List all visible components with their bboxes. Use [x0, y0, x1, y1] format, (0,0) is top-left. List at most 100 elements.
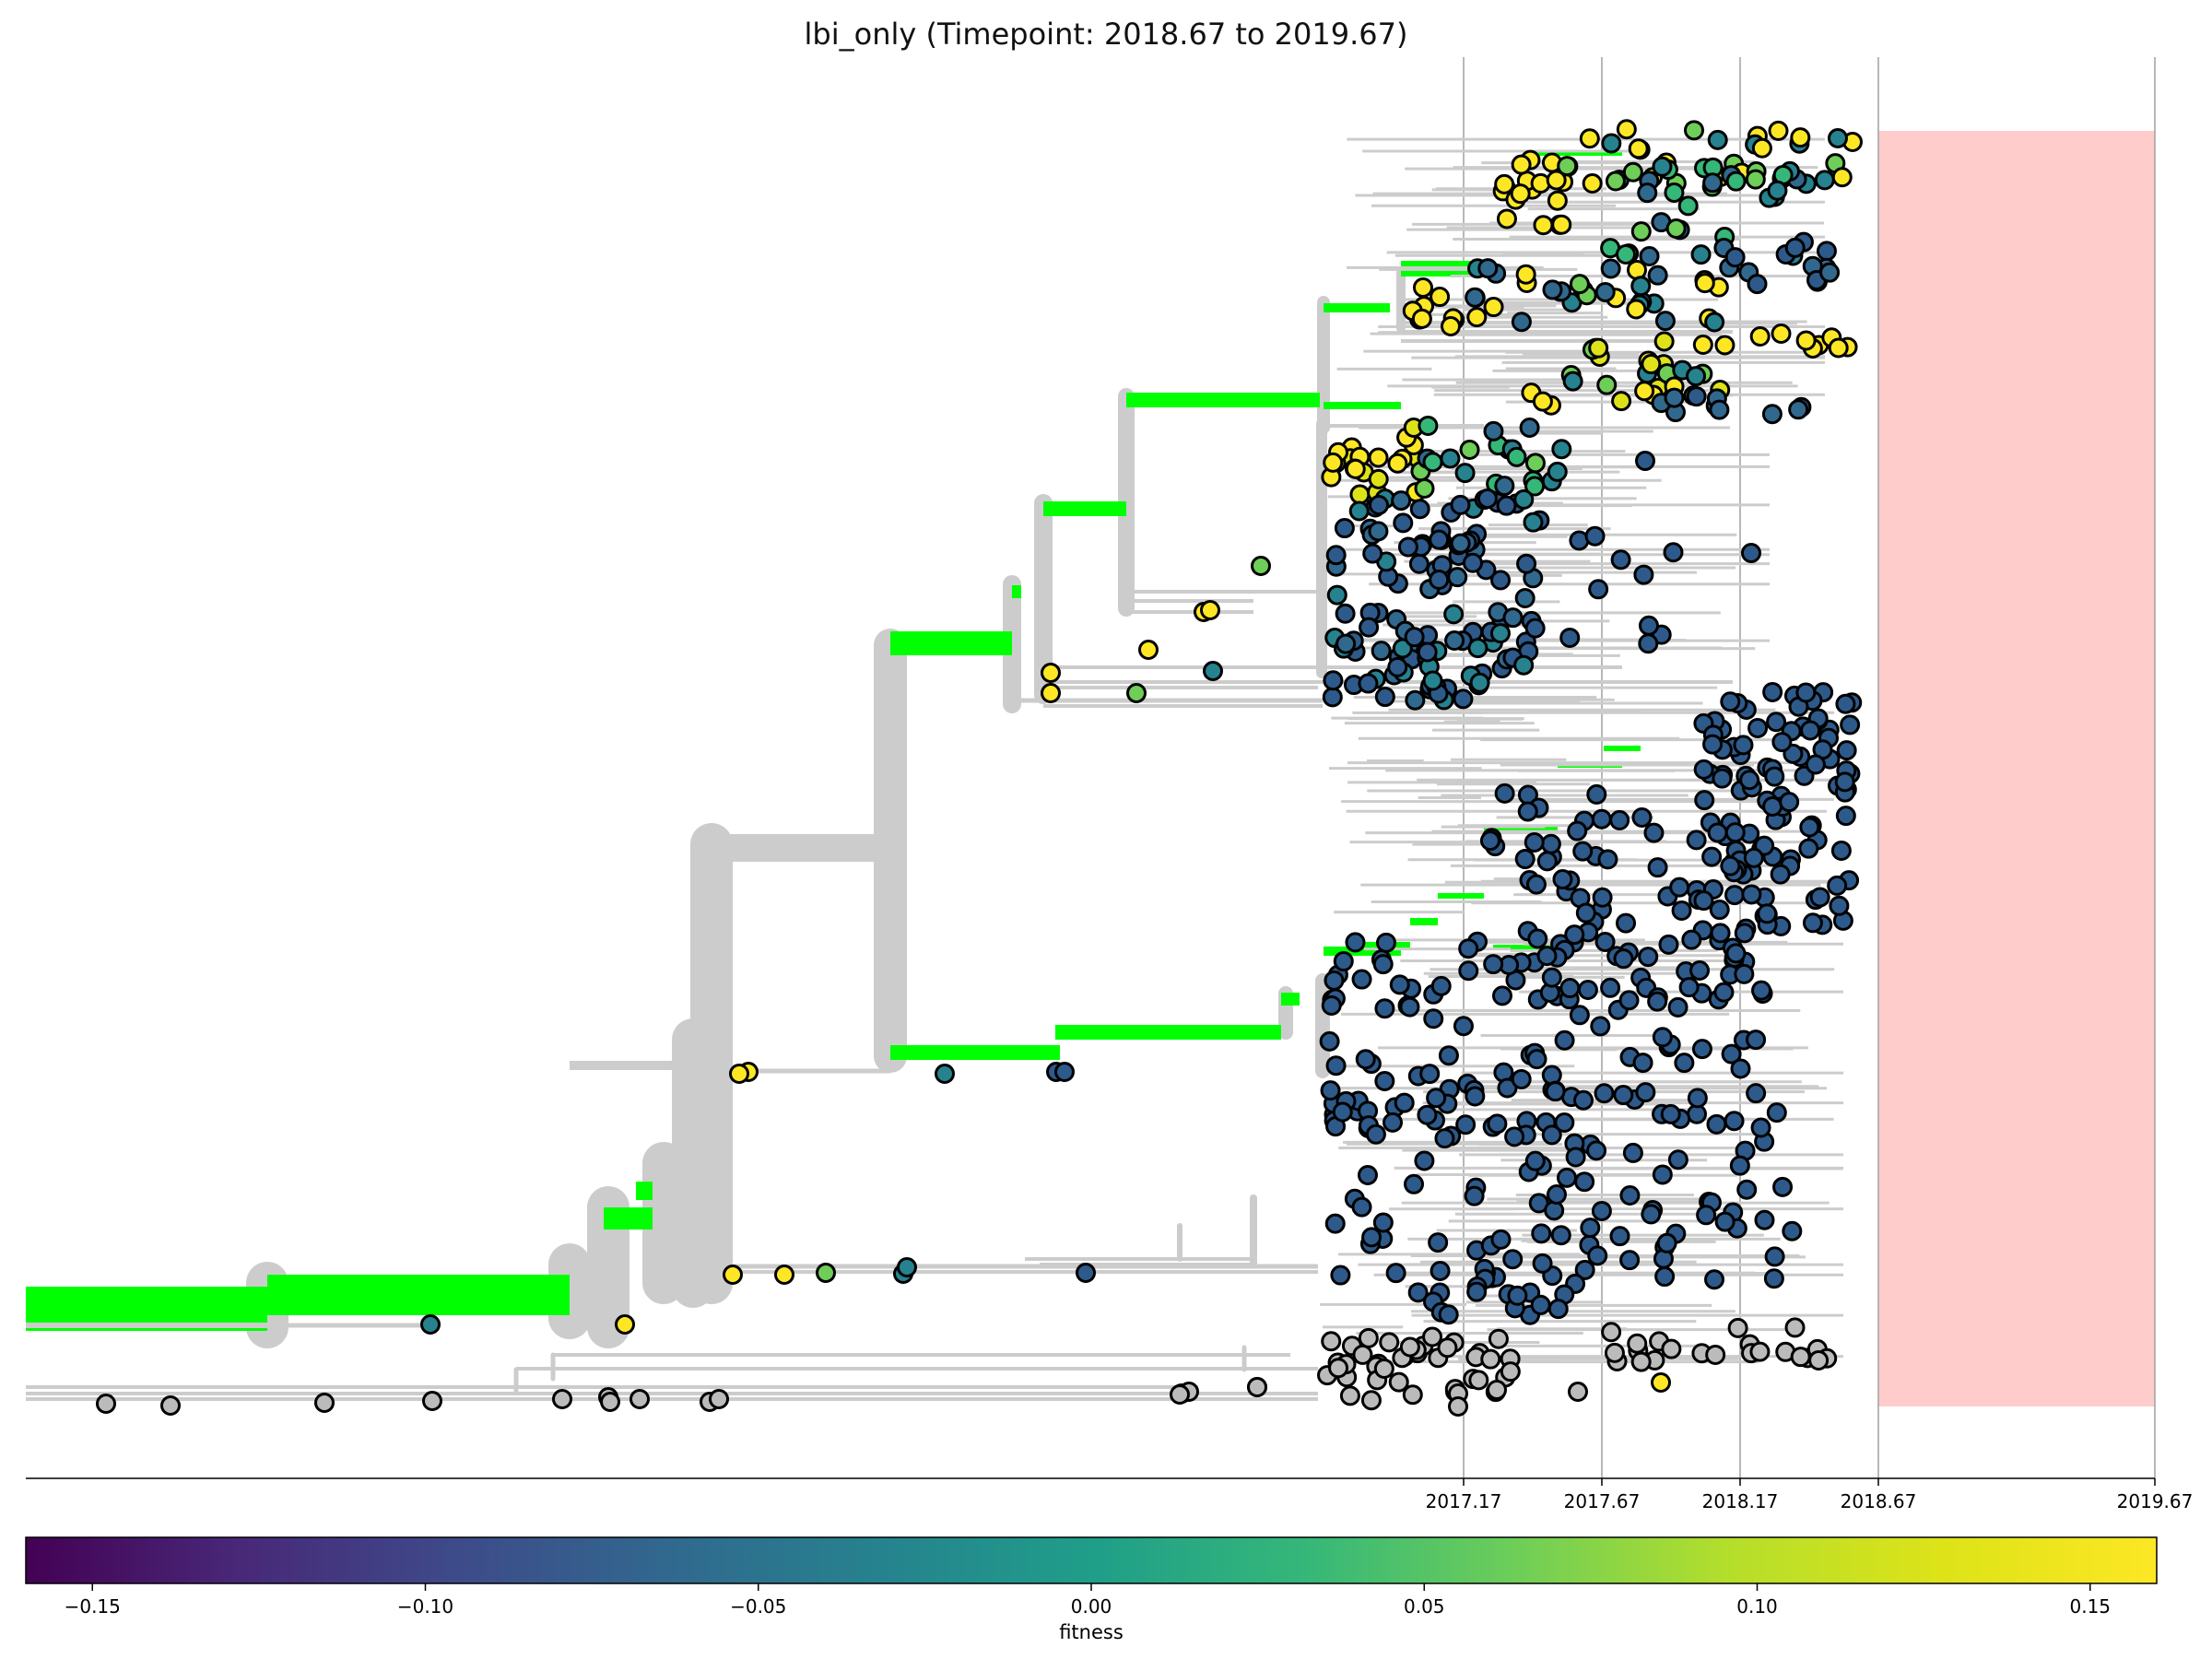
- tip-node: [1720, 855, 1741, 877]
- tip-node: [96, 1394, 116, 1414]
- tip-node: [1422, 452, 1443, 473]
- tip-node: [1767, 180, 1788, 201]
- tip-node: [723, 1265, 743, 1285]
- tip-node: [1516, 553, 1537, 574]
- tip-node: [1630, 276, 1652, 297]
- tip-node: [1827, 875, 1848, 896]
- tip-node: [1373, 1358, 1394, 1379]
- tip-node: [1709, 900, 1730, 921]
- tip-node: [1430, 975, 1452, 996]
- tip-node: [1334, 518, 1355, 539]
- tip-node: [1619, 1250, 1641, 1271]
- tip-node: [1491, 985, 1512, 1006]
- tip-node: [1374, 1071, 1395, 1092]
- tip-node: [1404, 1173, 1425, 1194]
- tip-node: [1349, 484, 1371, 505]
- tip-node: [1393, 512, 1414, 534]
- tip-node: [1828, 128, 1848, 148]
- tip-node: [1335, 603, 1356, 624]
- tip-node: [1251, 556, 1271, 576]
- tip-node: [1469, 672, 1490, 693]
- tip-node: [1438, 1304, 1459, 1325]
- tip-node: [1609, 809, 1630, 830]
- tip-node: [1326, 584, 1347, 606]
- tip-node: [1586, 783, 1607, 805]
- tip-node: [1622, 1142, 1643, 1163]
- colorbar-tick-label: −0.10: [397, 1595, 453, 1618]
- chart-title: lbi_only (Timepoint: 2018.67 to 2019.67): [804, 17, 1408, 52]
- tip-node: [1562, 371, 1583, 392]
- tip-node: [1729, 1155, 1750, 1176]
- tip-node: [629, 1389, 650, 1409]
- tip-node: [1453, 1016, 1474, 1037]
- tip-node: [1483, 954, 1504, 975]
- tip-node: [1687, 1088, 1708, 1109]
- colorbar-label: fitness: [1059, 1621, 1124, 1643]
- tip-node: [1339, 1385, 1360, 1406]
- tip-node: [1551, 439, 1572, 460]
- x-tick-label: 2017.17: [1426, 1490, 1502, 1512]
- tip-node: [1372, 954, 1394, 975]
- tip-node: [1490, 570, 1512, 591]
- tip-node: [1483, 420, 1504, 441]
- tip-node: [1374, 998, 1395, 1019]
- tip-node: [1569, 1005, 1590, 1026]
- tip-node: [1660, 1103, 1681, 1124]
- tip-node: [1757, 903, 1778, 924]
- tip-node: [1605, 171, 1626, 192]
- tip-node: [1368, 447, 1389, 468]
- tip-node: [1692, 335, 1713, 356]
- tip-node: [1552, 868, 1573, 889]
- tip-node: [1441, 316, 1461, 336]
- tip-node: [1394, 1092, 1415, 1113]
- tip-node: [1388, 1371, 1409, 1393]
- tip-node: [1466, 1281, 1488, 1302]
- tip-node: [1357, 1164, 1378, 1185]
- tip-node: [1635, 451, 1655, 471]
- tip-node: [1798, 838, 1819, 859]
- tip-node: [1730, 1058, 1751, 1079]
- tip-node: [1458, 960, 1479, 982]
- tip-node: [615, 1314, 635, 1335]
- tip-node: [1569, 274, 1590, 295]
- tip-node: [1422, 1326, 1443, 1347]
- tip-node: [160, 1395, 181, 1416]
- tip-node: [1743, 847, 1764, 868]
- tip-node: [1372, 1212, 1394, 1233]
- tip-node: [1762, 795, 1783, 817]
- tip-node: [1736, 1179, 1758, 1200]
- tip-node: [1573, 1089, 1594, 1111]
- tip-node: [1453, 688, 1474, 710]
- tip-node: [1530, 1294, 1551, 1315]
- tip-node: [1332, 1101, 1353, 1123]
- tip-node: [1630, 1351, 1652, 1372]
- tip-node: [1323, 670, 1344, 691]
- tip-node: [1054, 1062, 1075, 1082]
- tip-node: [935, 1064, 955, 1084]
- tip-node: [1526, 1049, 1547, 1070]
- tip-node: [1733, 735, 1754, 756]
- tip-node: [420, 1314, 441, 1335]
- tip-node: [1170, 1384, 1190, 1405]
- tip-node: [1513, 654, 1535, 676]
- tip-node: [1514, 588, 1535, 609]
- tip-node: [1626, 299, 1647, 320]
- tip-node: [1704, 312, 1725, 333]
- tip-node: [1684, 120, 1705, 141]
- tip-node: [1764, 766, 1785, 787]
- tip-node: [1677, 195, 1699, 217]
- tip-node: [1487, 1380, 1507, 1400]
- tip-node: [1749, 326, 1771, 347]
- tip-node: [1631, 806, 1653, 828]
- tip-node: [1389, 974, 1410, 995]
- tip-node: [1430, 287, 1451, 308]
- tip-node: [1076, 1263, 1096, 1283]
- colorbar-tick-label: 0.10: [1736, 1595, 1778, 1618]
- tip-node: [1375, 932, 1396, 953]
- tip-node: [1745, 169, 1766, 190]
- tip-node: [1348, 500, 1370, 522]
- tip-node: [1734, 963, 1755, 984]
- tip-node: [1588, 579, 1609, 600]
- tip-node: [1574, 1171, 1595, 1193]
- tip-node: [1402, 1384, 1423, 1406]
